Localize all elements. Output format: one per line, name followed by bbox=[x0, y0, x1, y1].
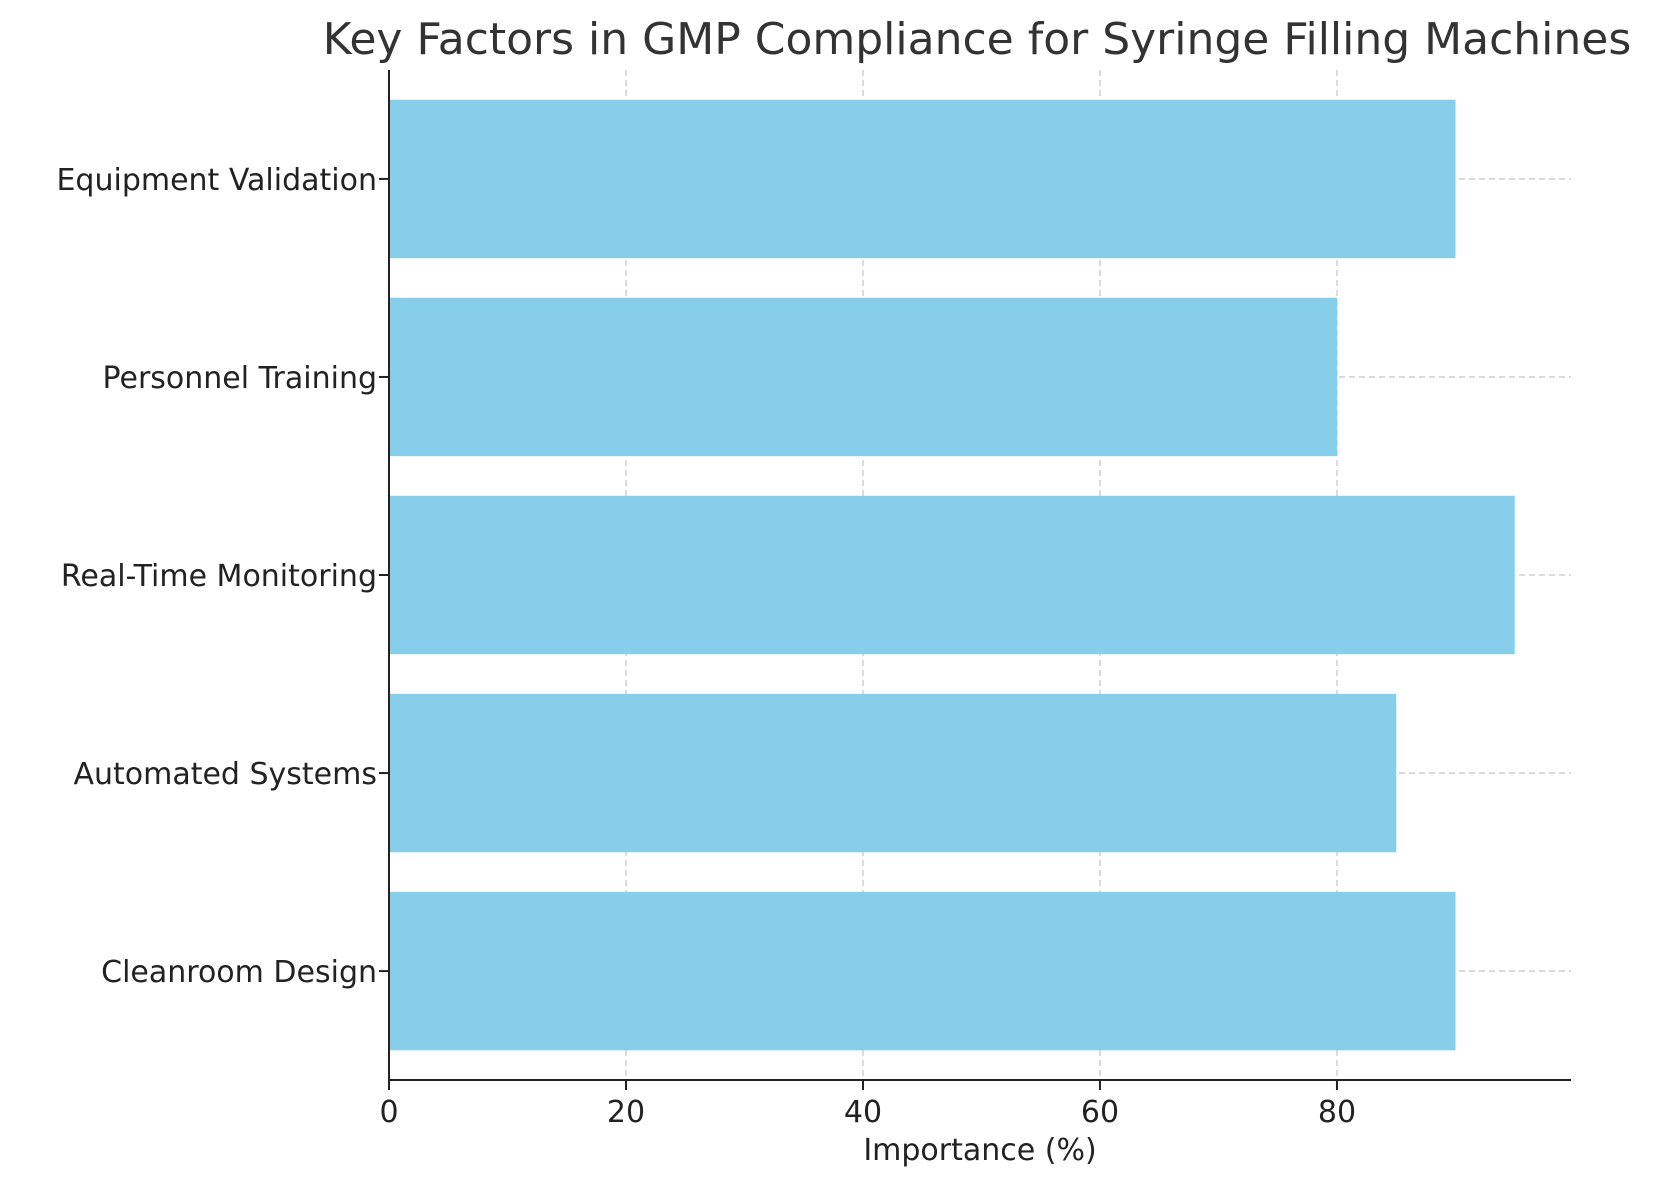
bar-personnel-training bbox=[389, 297, 1337, 457]
bars bbox=[389, 99, 1515, 1051]
y-tick-label: Real-Time Monitoring bbox=[61, 559, 377, 594]
x-tick-label: 60 bbox=[1081, 1095, 1119, 1130]
bar-automated-systems bbox=[389, 693, 1397, 853]
x-tick-label: 40 bbox=[844, 1095, 882, 1130]
x-axis-label: Importance (%) bbox=[863, 1133, 1096, 1168]
bar-real-time-monitoring bbox=[389, 495, 1515, 655]
bar-cleanroom-design bbox=[389, 891, 1456, 1051]
y-tick-label: Equipment Validation bbox=[56, 163, 377, 198]
x-tick-label: 80 bbox=[1318, 1095, 1356, 1130]
x-ticks: 0 20 40 60 80 bbox=[379, 1080, 1356, 1130]
y-tick-label: Cleanroom Design bbox=[101, 955, 377, 990]
x-tick-label: 0 bbox=[379, 1095, 398, 1130]
chart-title: Key Factors in GMP Compliance for Syring… bbox=[323, 14, 1632, 65]
y-ticks: Cleanroom Design Automated Systems Real-Ti… bbox=[56, 163, 389, 990]
bar-equipment-validation bbox=[389, 99, 1456, 259]
y-tick-label: Personnel Training bbox=[102, 361, 377, 396]
x-tick-label: 20 bbox=[607, 1095, 645, 1130]
y-tick-label: Automated Systems bbox=[73, 757, 377, 792]
